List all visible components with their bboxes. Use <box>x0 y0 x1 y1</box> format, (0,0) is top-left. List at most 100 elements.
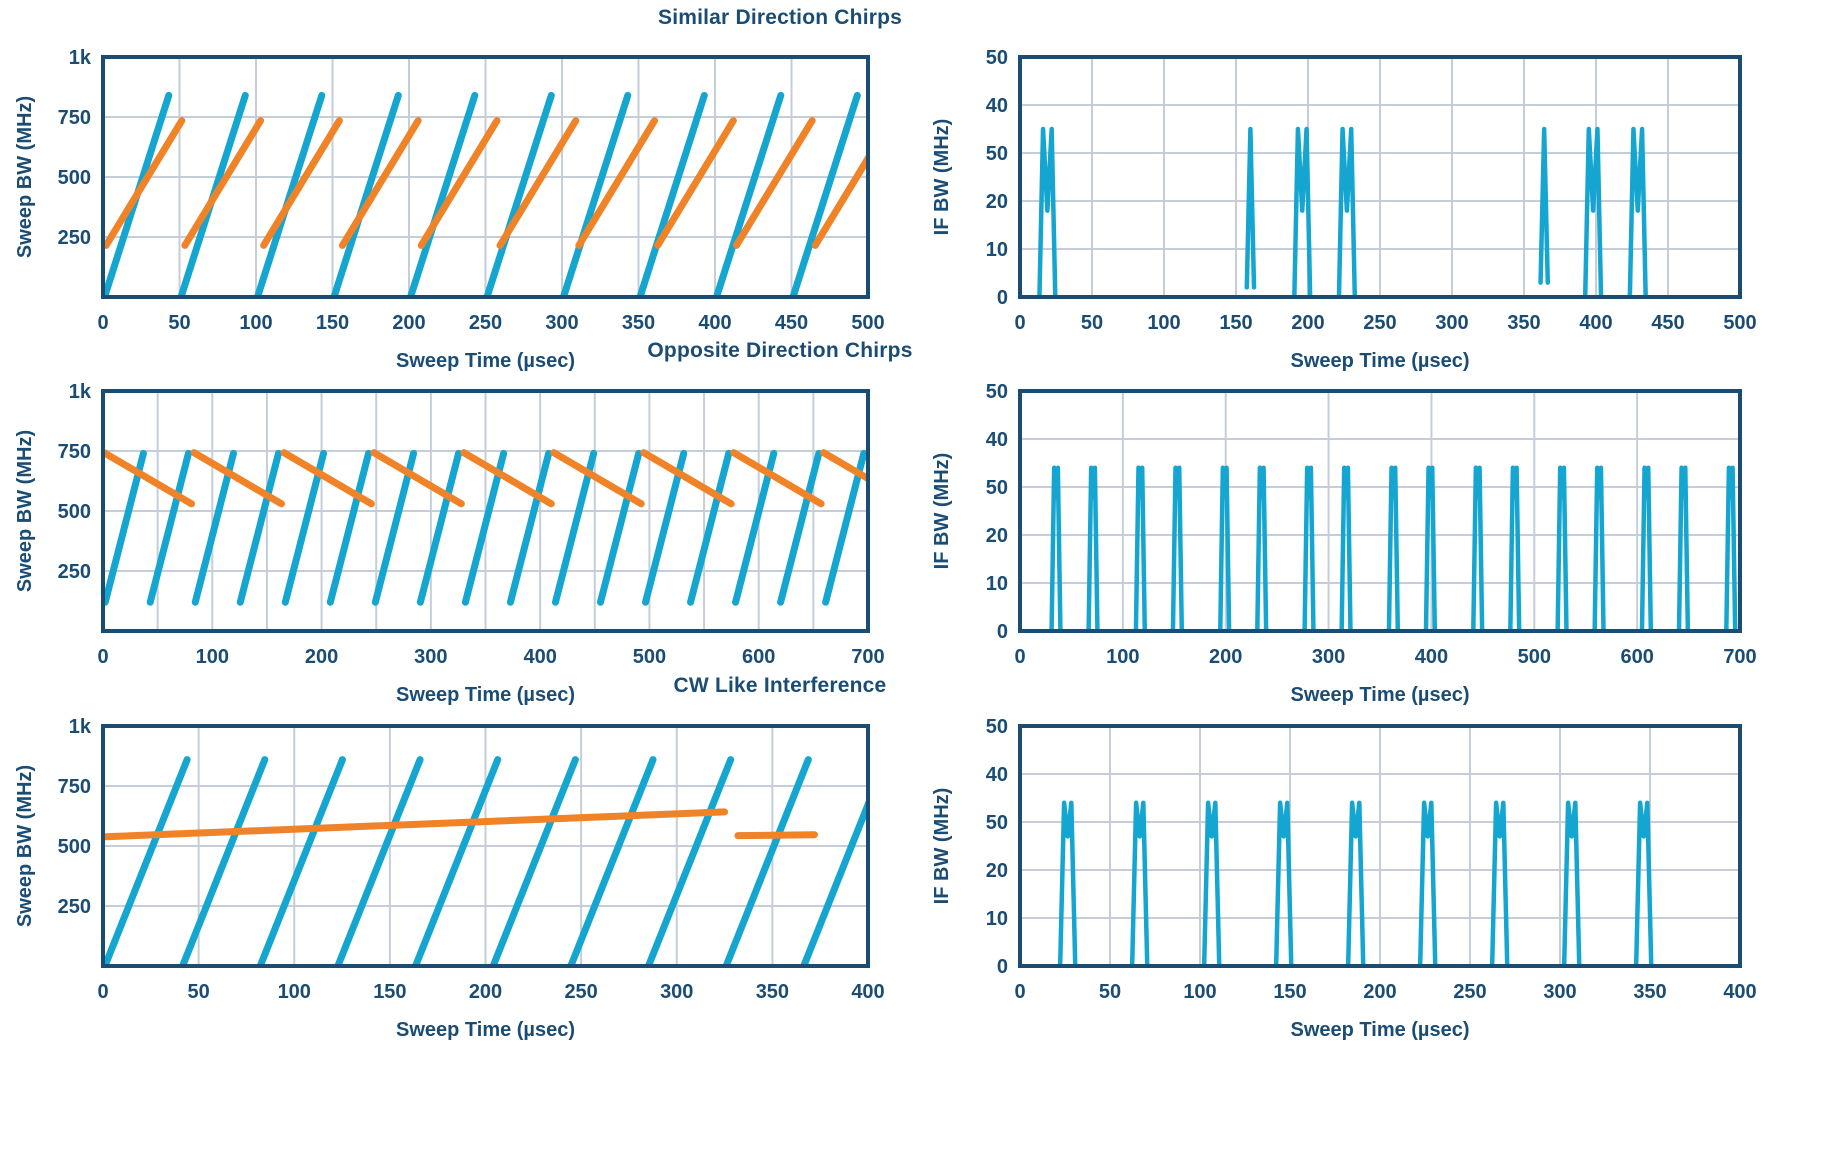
svg-text:150: 150 <box>373 981 406 1003</box>
svg-text:20: 20 <box>986 525 1008 547</box>
svg-text:40: 40 <box>986 95 1008 117</box>
series-victim-chirps <box>103 756 868 966</box>
svg-text:300: 300 <box>1312 646 1345 668</box>
series <box>103 756 868 966</box>
if-spike-event <box>1133 465 1148 631</box>
if-spike-event <box>1339 465 1353 631</box>
svg-text:0: 0 <box>1014 981 1025 1003</box>
y-axis-label: IF BW (MHz) <box>931 453 953 570</box>
y-tick-labels: 50 40 50 20 10 0 <box>986 47 1008 309</box>
svg-text:10: 10 <box>986 239 1008 261</box>
if-spike-event <box>1255 465 1269 631</box>
svg-text:50: 50 <box>188 981 210 1003</box>
svg-text:750: 750 <box>58 776 91 798</box>
svg-text:400: 400 <box>851 981 884 1003</box>
if-spike-event <box>1201 800 1222 966</box>
if-spike-event <box>1218 465 1232 631</box>
svg-text:700: 700 <box>851 646 884 668</box>
svg-text:400: 400 <box>523 646 556 668</box>
svg-text:250: 250 <box>58 561 91 583</box>
x-tick-labels: 0 100 200 300 400 500 600 700 <box>97 646 884 668</box>
if-spike-event <box>1538 126 1551 285</box>
y-axis-label: IF BW (MHz) <box>931 788 953 905</box>
if-spike-event <box>1561 800 1582 966</box>
svg-text:350: 350 <box>622 312 655 334</box>
svg-text:500: 500 <box>1723 312 1756 334</box>
if-spike-event <box>1627 126 1648 297</box>
if-spike-event <box>1057 800 1078 966</box>
series <box>1037 126 1648 297</box>
plot-border <box>1018 389 1742 633</box>
svg-text:0: 0 <box>997 956 1008 978</box>
svg-text:50: 50 <box>1081 312 1103 334</box>
series-if-spikes <box>1037 126 1648 297</box>
if-spike-event <box>1129 800 1150 966</box>
chart-opposite-direction-sweep-chart: 0 100 200 300 400 500 600 700 1k 750 500 250 Sweep T… <box>14 381 885 706</box>
svg-text:100: 100 <box>278 981 311 1003</box>
svg-text:400: 400 <box>1415 646 1448 668</box>
svg-text:50: 50 <box>986 381 1008 403</box>
chart-similar-direction-ifbw-chart: 0 50 100 150 200 250 300 350 400 450 5005040502010… <box>931 47 1757 372</box>
svg-text:10: 10 <box>986 908 1008 930</box>
svg-text:250: 250 <box>58 227 91 249</box>
svg-text:150: 150 <box>316 312 349 334</box>
svg-text:500: 500 <box>1518 646 1551 668</box>
gridlines <box>1020 391 1740 631</box>
series <box>1049 465 1738 631</box>
y-tick-labels: 1k 750 500 250 <box>58 47 92 249</box>
if-spike-event <box>1639 465 1654 631</box>
svg-text:500: 500 <box>58 501 91 523</box>
series <box>103 91 868 297</box>
if-spike-event <box>1423 465 1438 631</box>
svg-text:150: 150 <box>1219 312 1252 334</box>
chart-similar-direction-sweep-chart: 0 50 100 150 200 250 300 350 400 450 500 1k 750 500 25… <box>14 47 885 372</box>
y-axis-label: Sweep BW (MHz) <box>14 765 36 927</box>
svg-text:200: 200 <box>1291 312 1324 334</box>
svg-text:500: 500 <box>58 167 91 189</box>
if-spike-event <box>1471 465 1485 631</box>
svg-text:150: 150 <box>1273 981 1306 1003</box>
svg-text:50: 50 <box>168 312 190 334</box>
if-spike-event <box>1489 800 1510 966</box>
svg-text:50: 50 <box>986 477 1008 499</box>
if-spike-event <box>1592 465 1606 631</box>
svg-text:0: 0 <box>97 646 108 668</box>
x-tick-labels: 0 50 100 150 200 250 300 350 400 <box>97 981 884 1003</box>
plot-border <box>101 389 870 633</box>
y-tick-labels: 1k 750 500 250 <box>58 716 92 918</box>
if-spike-event <box>1676 465 1691 631</box>
svg-text:0: 0 <box>1014 646 1025 668</box>
svg-text:100: 100 <box>1147 312 1180 334</box>
svg-text:250: 250 <box>469 312 502 334</box>
gridlines <box>1020 57 1740 297</box>
svg-text:50: 50 <box>986 812 1008 834</box>
plot-border <box>1018 55 1742 299</box>
svg-text:100: 100 <box>1183 981 1216 1003</box>
svg-text:50: 50 <box>1099 981 1121 1003</box>
x-axis-label: Sweep Time (µsec) <box>1290 1019 1469 1041</box>
svg-text:1k: 1k <box>69 381 92 403</box>
svg-text:50: 50 <box>986 47 1008 69</box>
plot-border <box>101 55 870 299</box>
svg-text:350: 350 <box>756 981 789 1003</box>
if-spike-event <box>1508 465 1522 631</box>
svg-text:200: 200 <box>1209 646 1242 668</box>
row-title-opposite-direction-chirps: Opposite Direction Chirps <box>647 339 913 362</box>
svg-text:100: 100 <box>196 646 229 668</box>
svg-text:0: 0 <box>997 621 1008 643</box>
svg-text:450: 450 <box>775 312 808 334</box>
x-axis-label: Sweep Time (µsec) <box>1290 684 1469 706</box>
svg-text:400: 400 <box>1723 981 1756 1003</box>
svg-text:300: 300 <box>414 646 447 668</box>
svg-text:300: 300 <box>1543 981 1576 1003</box>
series-interference-chirps <box>103 449 868 508</box>
y-tick-labels: 50 40 50 20 10 0 <box>986 716 1008 978</box>
svg-text:0: 0 <box>1014 312 1025 334</box>
svg-text:350: 350 <box>1633 981 1666 1003</box>
svg-text:450: 450 <box>1651 312 1684 334</box>
series-interference-chirps <box>103 117 868 249</box>
svg-text:10: 10 <box>986 573 1008 595</box>
if-spike-event <box>1049 465 1063 631</box>
